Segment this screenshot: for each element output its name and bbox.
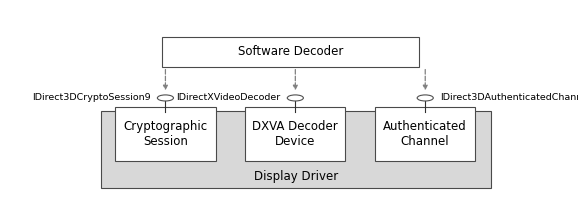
Circle shape xyxy=(417,95,434,101)
Bar xyxy=(101,111,491,188)
Text: Software Decoder: Software Decoder xyxy=(238,46,343,58)
Bar xyxy=(162,37,420,67)
Bar xyxy=(375,107,476,161)
Text: IDirectXVideoDecoder: IDirectXVideoDecoder xyxy=(176,94,280,102)
Circle shape xyxy=(157,95,173,101)
Text: IDirect3DAuthenticatedChannel9: IDirect3DAuthenticatedChannel9 xyxy=(440,94,578,102)
Bar xyxy=(244,107,346,161)
Text: Cryptographic
Session: Cryptographic Session xyxy=(123,120,208,148)
Bar xyxy=(115,107,216,161)
Text: Display Driver: Display Driver xyxy=(254,170,338,183)
Text: DXVA Decoder
Device: DXVA Decoder Device xyxy=(252,120,338,148)
Text: Authenticated
Channel: Authenticated Channel xyxy=(383,120,467,148)
Text: IDirect3DCryptoSession9: IDirect3DCryptoSession9 xyxy=(32,94,151,102)
Circle shape xyxy=(287,95,303,101)
